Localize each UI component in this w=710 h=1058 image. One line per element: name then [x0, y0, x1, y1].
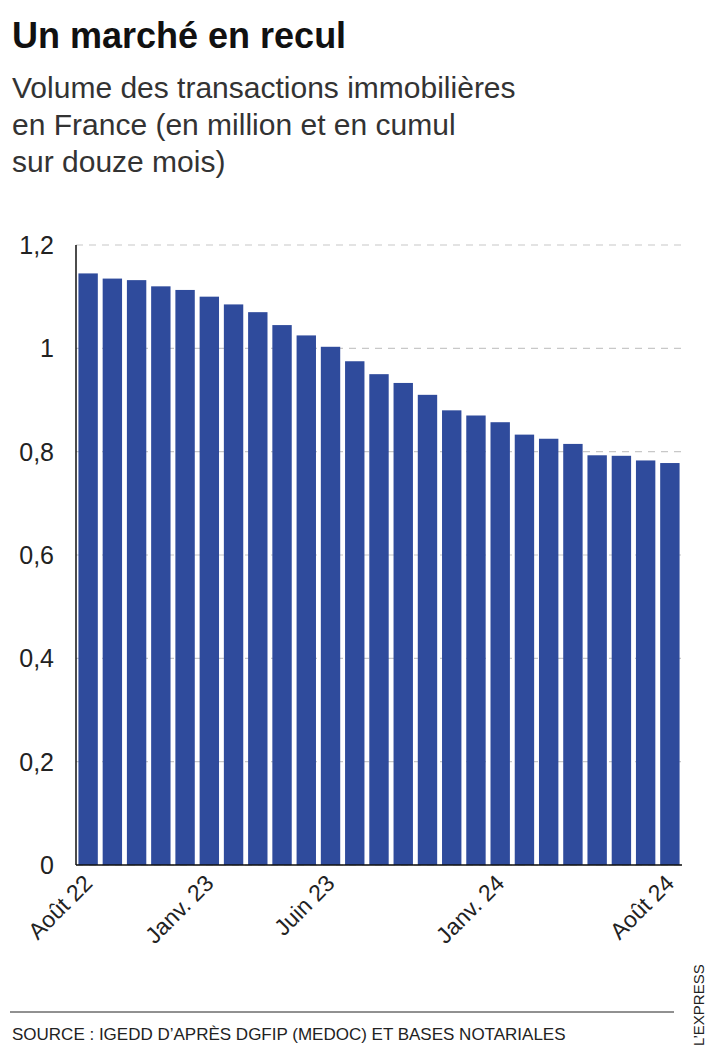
title: Un marché en recul	[12, 15, 346, 56]
x-axis	[76, 864, 682, 866]
y-tick-label: 1,2	[19, 231, 54, 259]
bar	[539, 439, 558, 865]
bar	[563, 444, 582, 865]
y-tick-label: 0,4	[19, 644, 54, 672]
bar	[515, 435, 534, 865]
bar	[78, 273, 97, 865]
x-tick-label: Janv. 23	[140, 870, 219, 949]
bar	[369, 374, 388, 865]
bar	[200, 297, 219, 865]
bar	[127, 280, 146, 865]
bar	[587, 455, 606, 865]
bar	[151, 286, 170, 865]
credit: L’EXPRESS	[690, 964, 707, 1046]
bars	[78, 273, 679, 865]
bar	[345, 361, 364, 865]
y-axis	[75, 245, 77, 865]
x-tick-label: Août 24	[605, 870, 680, 945]
x-tick-label: Août 22	[23, 870, 97, 944]
bar	[491, 422, 510, 865]
y-tick-label: 0,8	[19, 438, 54, 466]
subtitle: sur douze mois)	[12, 145, 225, 178]
x-tick-label: Juin 23	[269, 870, 340, 941]
bar	[660, 463, 679, 865]
y-tick-label: 0,2	[19, 748, 54, 776]
bar	[442, 410, 461, 865]
source-rule	[10, 1012, 674, 1013]
grid-line	[76, 244, 682, 245]
x-tick-label: Janv. 24	[431, 870, 510, 949]
chart: Un marché en recul Volume des transaction…	[0, 0, 710, 1058]
bar	[272, 325, 291, 865]
subtitle: Volume des transactions immobilières	[12, 71, 516, 104]
bar	[224, 304, 243, 865]
bar	[248, 312, 267, 865]
source: SOURCE : IGEDD D’APRÈS DGFIP (MEDOC) ET …	[12, 1025, 566, 1044]
y-tick-label: 0,6	[19, 541, 54, 569]
grid-line	[76, 864, 682, 865]
bar	[394, 383, 413, 865]
bar	[418, 395, 437, 865]
bar	[297, 335, 316, 865]
bar	[612, 456, 631, 865]
subtitle: en France (en million et en cumul	[12, 108, 456, 141]
bar	[321, 347, 340, 865]
y-tick-label: 0	[40, 851, 54, 879]
y-tick-label: 1	[40, 334, 54, 362]
bar	[103, 279, 122, 865]
bar	[466, 416, 485, 866]
bar	[175, 290, 194, 865]
bar	[636, 460, 655, 865]
